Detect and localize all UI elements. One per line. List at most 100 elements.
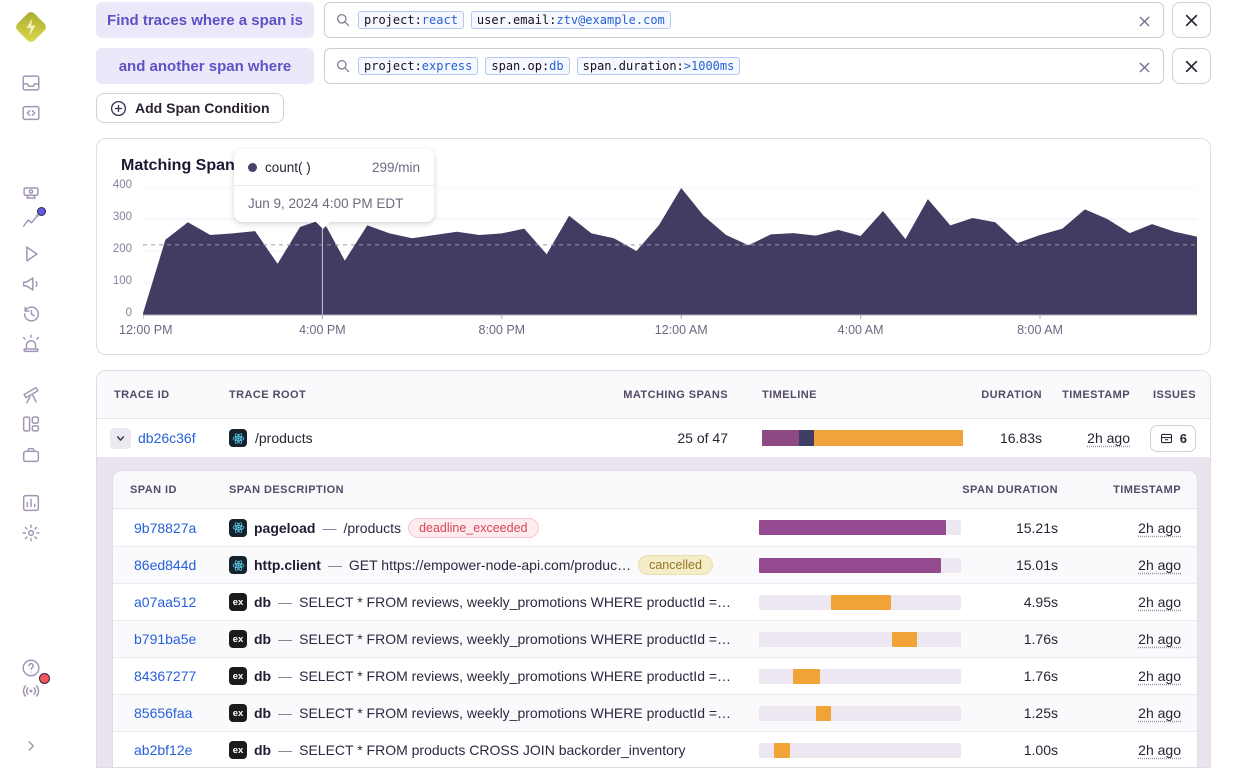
span-row[interactable]: 84367277 ex db — SELECT * FROM reviews, … — [113, 657, 1197, 694]
sidebar-item-issues[interactable] — [13, 65, 49, 101]
sidebar-item-alerts[interactable] — [13, 326, 49, 362]
trace-issues-button[interactable]: 6 — [1149, 424, 1196, 452]
span-duration-bar — [759, 557, 961, 573]
search-token[interactable]: user.email: ztv@example.com — [470, 11, 671, 29]
column-header-trace-id: TRACE ID — [114, 388, 170, 401]
sidebar-item-projects[interactable] — [13, 95, 49, 131]
express-platform-icon: ex — [229, 704, 247, 722]
span-description: SELECT * FROM products CROSS JOIN backor… — [299, 742, 686, 758]
span-row[interactable]: b791ba5e ex db — SELECT * FROM reviews, … — [113, 620, 1197, 657]
span-duration: 15.21s — [1015, 519, 1058, 536]
span-timestamp: 2h ago — [1138, 668, 1181, 684]
span-op: pageload — [254, 519, 316, 536]
span-row[interactable]: 86ed844d http.client — GET https://empow… — [113, 546, 1197, 583]
separator: — — [278, 594, 293, 610]
trace-row[interactable]: db26c36f /products 25 of 47 16.83s 2h ag… — [97, 419, 1210, 457]
span-id-link[interactable]: a07aa512 — [134, 594, 197, 610]
sidebar-item-dashboards[interactable] — [13, 406, 49, 442]
clear-search-icon[interactable] — [1135, 58, 1153, 76]
span-timestamp: 2h ago — [1138, 705, 1181, 721]
y-axis-tick-label: 400 — [112, 179, 132, 191]
span-id-link[interactable]: ab2bf12e — [134, 742, 193, 758]
sidebar-item-stats[interactable] — [13, 485, 49, 521]
span-row[interactable]: 9b78827a pageload — /products deadline_e… — [113, 509, 1197, 546]
express-platform-icon: ex — [229, 593, 247, 611]
collapse-trace-chevron-icon[interactable] — [110, 427, 131, 449]
span-duration: 15.01s — [1015, 557, 1058, 573]
span-op: db — [254, 594, 272, 610]
delete-condition-button-1[interactable] — [1172, 2, 1211, 38]
span-id-link[interactable]: 86ed844d — [134, 557, 197, 573]
span-id-link[interactable]: 85656faa — [134, 705, 193, 721]
separator: — — [278, 705, 293, 721]
sidebar-item-settings[interactable] — [13, 515, 49, 551]
x-axis-tick-label: 4:00 AM — [837, 323, 884, 337]
sidebar-item-replays[interactable] — [13, 236, 49, 272]
issues-box-icon — [1159, 431, 1174, 446]
column-header-duration: DURATION — [981, 388, 1042, 401]
span-id-link[interactable]: 84367277 — [134, 668, 197, 684]
express-platform-icon: ex — [229, 741, 247, 759]
separator: — — [278, 742, 293, 758]
span-timestamp: 2h ago — [1138, 519, 1181, 536]
column-header-issues: ISSUES — [1153, 388, 1196, 401]
add-span-condition-button[interactable]: Add Span Condition — [96, 93, 284, 123]
traces-table: TRACE ID TRACE ROOT MATCHING SPANS TIMEL… — [96, 370, 1211, 768]
column-header-timeline: TIMELINE — [762, 388, 817, 401]
x-axis-tick-label: 8:00 PM — [478, 323, 526, 337]
sidebar-item-collapse[interactable] — [13, 728, 49, 764]
chart-tooltip: count( ) 299/min Jun 9, 2024 4:00 PM EDT — [234, 149, 434, 229]
trace-id-link[interactable]: db26c36f — [138, 430, 196, 446]
span-timestamp: 2h ago — [1138, 631, 1181, 647]
sentry-logo-icon[interactable] — [11, 7, 51, 47]
react-platform-icon — [229, 556, 247, 574]
search-icon — [335, 12, 351, 28]
sidebar-item-archive[interactable] — [13, 437, 49, 473]
sidebar-item-releases[interactable] — [13, 296, 49, 332]
span-description: SELECT * FROM reviews, weekly_promotions… — [299, 668, 732, 684]
clear-search-icon[interactable] — [1135, 12, 1153, 30]
sidebar-item-discover[interactable] — [13, 376, 49, 412]
span-duration-bar — [759, 742, 961, 758]
trace-root-name: /products — [255, 430, 313, 446]
span-description: SELECT * FROM reviews, weekly_promotions… — [299, 705, 732, 721]
sidebar-item-feedback[interactable] — [13, 266, 49, 302]
span-duration: 1.76s — [1023, 631, 1058, 647]
search-token[interactable]: project: express — [358, 57, 479, 75]
separator: — — [278, 631, 293, 647]
search-token[interactable]: span.op: db — [485, 57, 570, 75]
trace-timestamp: 2h ago — [1087, 430, 1130, 446]
search-icon — [335, 58, 351, 74]
span-row[interactable]: ab2bf12e ex db — SELECT * FROM products … — [113, 731, 1197, 767]
x-axis-tick-label: 12:00 PM — [119, 323, 173, 337]
x-axis-tick-label: 4:00 PM — [299, 323, 346, 337]
add-span-condition-label: Add Span Condition — [135, 100, 270, 116]
span-op: db — [254, 705, 272, 721]
span-table: SPAN ID SPAN DESCRIPTION SPAN DURATION T… — [112, 470, 1198, 767]
span-row[interactable]: a07aa512 ex db — SELECT * FROM reviews, … — [113, 583, 1197, 620]
search-token-list: project: react user.email: ztv@example.com — [358, 11, 671, 29]
search-token[interactable]: span.duration: >1000ms — [576, 57, 741, 75]
span-description: /products — [343, 519, 402, 536]
search-token[interactable]: project: react — [358, 11, 464, 29]
span-id-link[interactable]: b791ba5e — [134, 631, 197, 647]
y-axis-tick-label: 0 — [125, 307, 132, 319]
tooltip-date: Jun 9, 2024 4:00 PM EDT — [248, 196, 404, 211]
sidebar-item-profiling[interactable] — [13, 175, 49, 211]
column-header-span-duration: SPAN DURATION — [962, 483, 1058, 496]
sidebar-item-help[interactable] — [13, 650, 49, 686]
span-row[interactable]: 85656faa ex db — SELECT * FROM reviews, … — [113, 694, 1197, 731]
tooltip-value: 299/min — [371, 160, 420, 175]
sidebar-item-traces[interactable] — [13, 141, 49, 177]
sidebar-item-broadcast[interactable] — [13, 673, 50, 709]
sidebar-item-insights[interactable] — [13, 203, 49, 239]
span-search-input-1[interactable]: project: react user.email: ztv@example.com — [324, 2, 1164, 38]
separator: — — [322, 519, 337, 536]
span-search-input-2[interactable]: project: express span.op: db span.duration: >… — [324, 48, 1164, 84]
column-header-matching-spans: MATCHING SPANS — [623, 388, 728, 401]
span-table-header: SPAN ID SPAN DESCRIPTION SPAN DURATION T… — [113, 471, 1197, 509]
span-duration: 1.76s — [1023, 668, 1058, 684]
sidebar — [0, 0, 62, 768]
delete-condition-button-2[interactable] — [1172, 48, 1211, 84]
span-id-link[interactable]: 9b78827a — [134, 519, 197, 536]
